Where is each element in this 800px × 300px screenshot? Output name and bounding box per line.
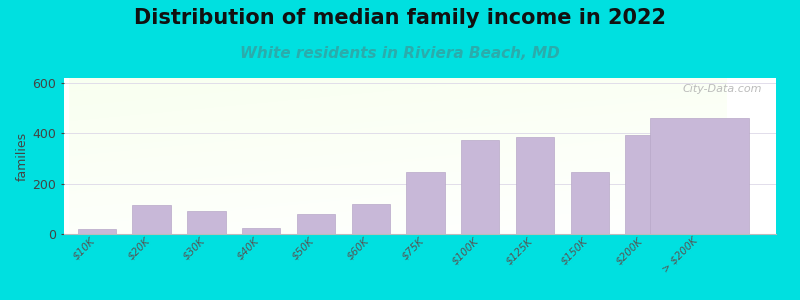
Bar xyxy=(187,212,226,234)
Bar xyxy=(461,140,499,234)
Bar xyxy=(406,172,445,234)
Y-axis label: families: families xyxy=(15,131,28,181)
Bar xyxy=(570,172,609,234)
Text: City-Data.com: City-Data.com xyxy=(682,84,762,94)
Bar xyxy=(351,204,390,234)
Text: White residents in Riviera Beach, MD: White residents in Riviera Beach, MD xyxy=(240,46,560,62)
Bar xyxy=(650,118,749,234)
Bar xyxy=(297,214,335,234)
Bar xyxy=(78,229,116,234)
Bar xyxy=(242,228,280,234)
Text: Distribution of median family income in 2022: Distribution of median family income in … xyxy=(134,8,666,28)
Bar xyxy=(516,137,554,234)
Bar xyxy=(133,205,171,234)
Bar xyxy=(626,135,664,234)
